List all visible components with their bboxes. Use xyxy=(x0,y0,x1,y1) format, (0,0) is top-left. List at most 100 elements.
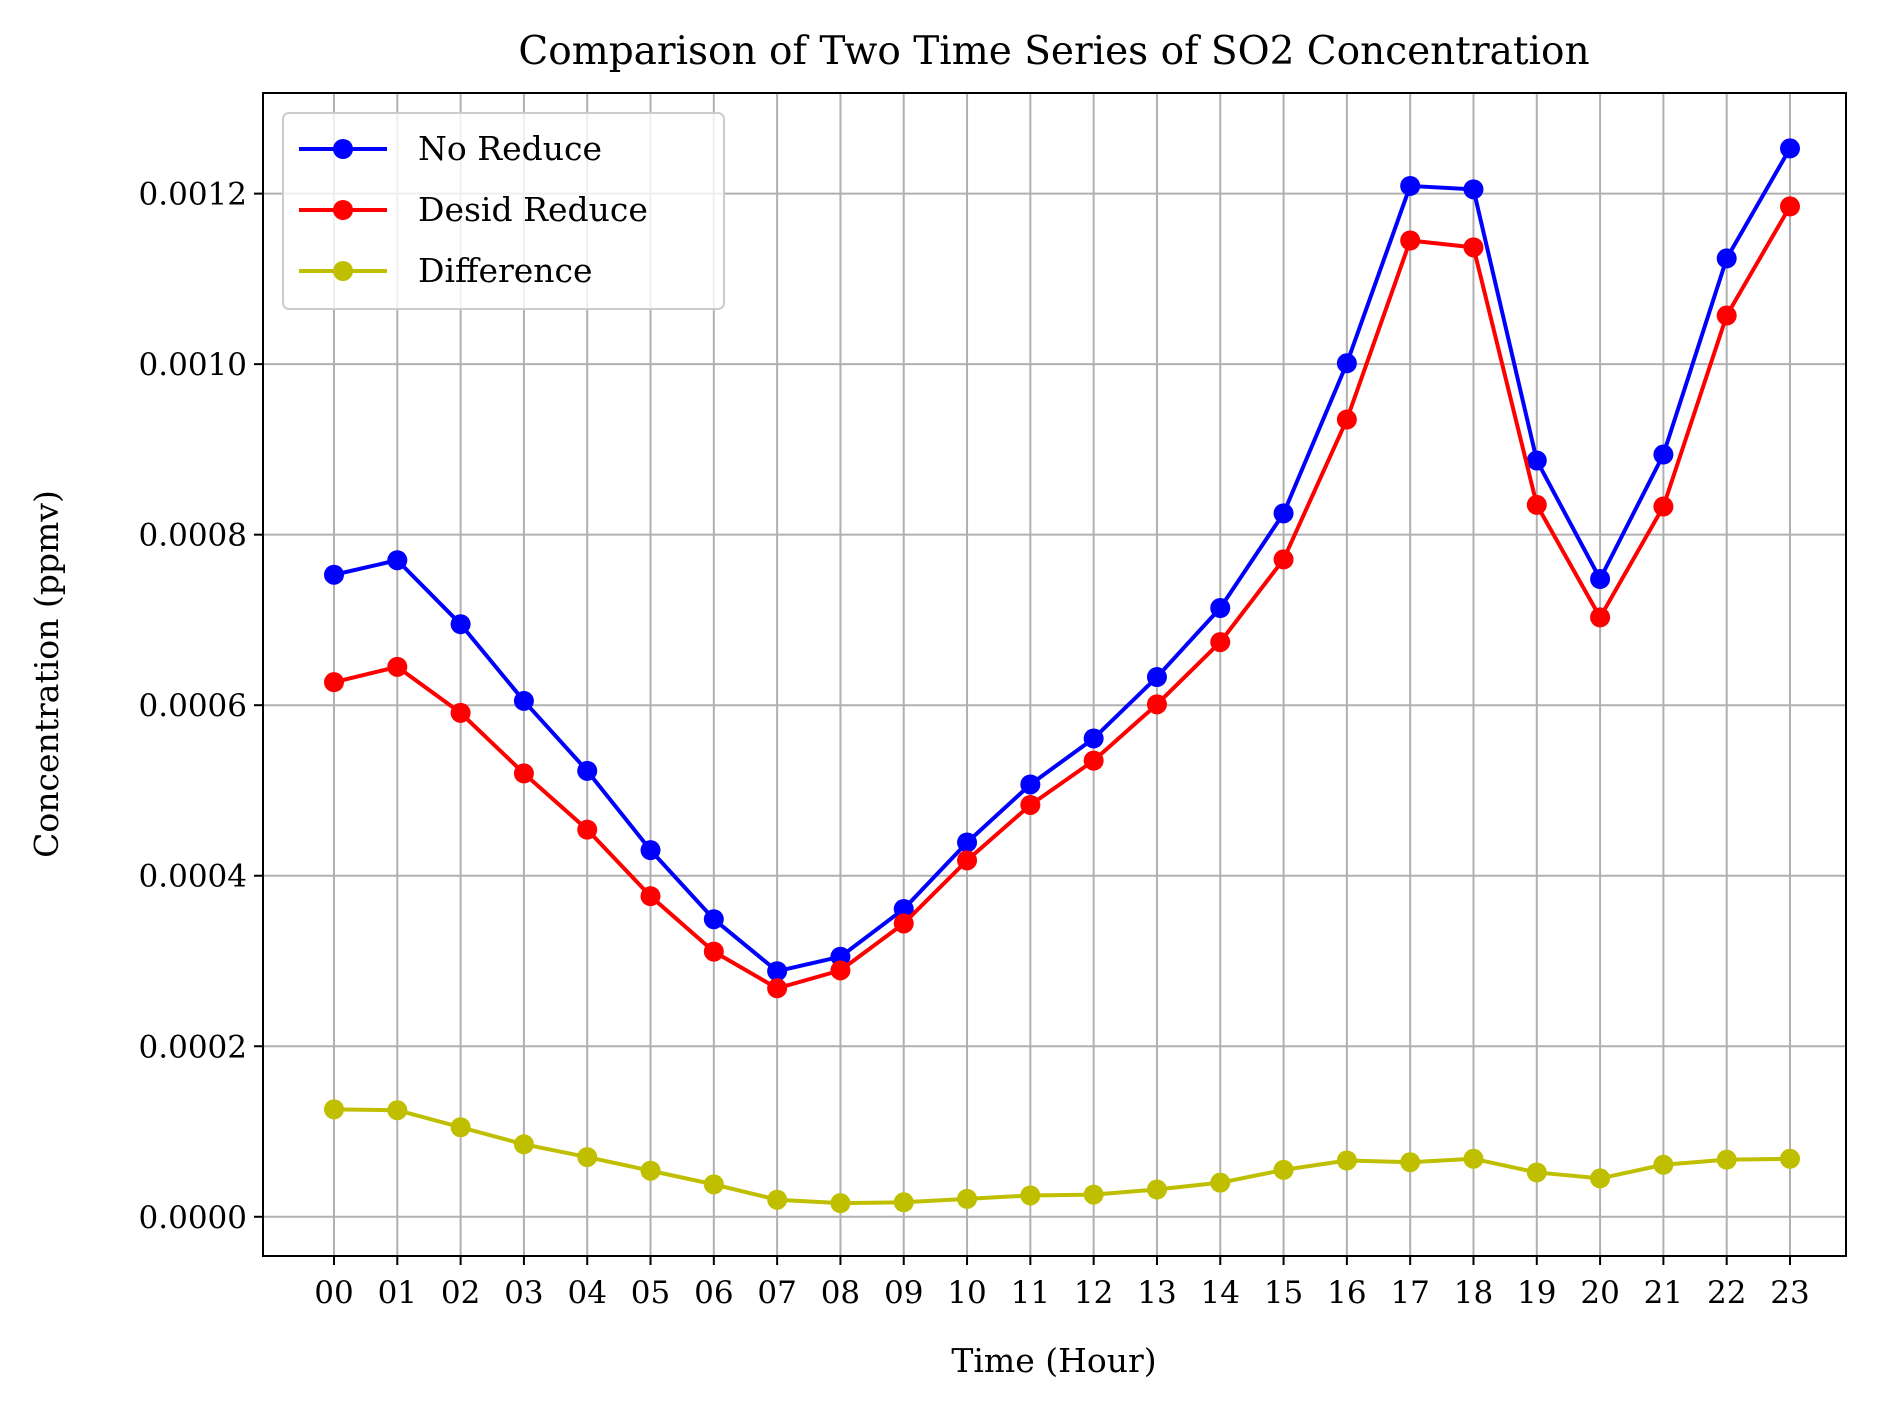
data-point-no-reduce xyxy=(513,690,534,711)
x-tick-label: 18 xyxy=(1454,1275,1493,1311)
x-tick-label: 19 xyxy=(1517,1275,1556,1311)
data-point-no-reduce xyxy=(1083,728,1104,749)
data-point-no-reduce xyxy=(957,832,978,853)
data-point-difference xyxy=(830,1193,851,1214)
data-point-desid-reduce xyxy=(1210,632,1231,653)
y-tick-label: 0.0012 xyxy=(139,177,247,213)
legend-label: Desid Reduce xyxy=(418,190,648,229)
data-point-difference xyxy=(1526,1162,1547,1183)
x-tick-label: 06 xyxy=(694,1275,733,1311)
data-point-no-reduce xyxy=(767,961,788,982)
x-tick-label: 01 xyxy=(378,1275,417,1311)
data-point-difference xyxy=(577,1147,598,1168)
data-point-no-reduce xyxy=(1780,138,1800,159)
series-line-desid-reduce xyxy=(333,205,1792,991)
legend-marker xyxy=(333,139,353,159)
legend-label: Difference xyxy=(418,251,593,290)
data-point-desid-reduce xyxy=(830,960,851,981)
x-tick-label: 16 xyxy=(1327,1275,1366,1311)
x-tick-label: 09 xyxy=(884,1275,923,1311)
x-tick-label: 11 xyxy=(1011,1275,1050,1311)
data-point-desid-reduce xyxy=(1716,305,1737,326)
x-tick-label: 02 xyxy=(441,1275,480,1311)
legend-label: No Reduce xyxy=(418,129,602,168)
data-point-no-reduce xyxy=(1400,175,1421,196)
series-line-no-reduce xyxy=(333,147,1792,974)
y-tick-label: 0.0004 xyxy=(139,859,247,895)
data-point-difference xyxy=(324,1099,344,1120)
x-tick-label: 04 xyxy=(567,1275,606,1311)
data-point-difference xyxy=(703,1174,724,1195)
x-tick-label: 23 xyxy=(1770,1275,1809,1311)
data-point-desid-reduce xyxy=(703,941,724,962)
data-point-desid-reduce xyxy=(513,763,534,784)
legend-entry-difference: Difference xyxy=(299,251,593,290)
x-tick-label: 03 xyxy=(504,1275,543,1311)
data-point-desid-reduce xyxy=(1463,237,1484,258)
data-point-no-reduce xyxy=(1273,503,1294,524)
x-tick-label: 00 xyxy=(314,1275,353,1311)
data-point-desid-reduce xyxy=(957,850,978,871)
y-tick-label: 0.0002 xyxy=(139,1029,247,1065)
data-point-no-reduce xyxy=(324,564,344,585)
legend-marker xyxy=(333,261,353,281)
data-point-desid-reduce xyxy=(1526,494,1547,515)
data-point-difference xyxy=(1083,1184,1104,1205)
data-point-no-reduce xyxy=(1526,450,1547,471)
data-point-difference xyxy=(1463,1148,1484,1169)
data-point-difference xyxy=(957,1188,978,1209)
y-tick-label: 0.0006 xyxy=(139,688,247,724)
data-point-no-reduce xyxy=(703,909,724,930)
data-point-difference xyxy=(1020,1185,1041,1206)
chart-title: Comparison of Two Time Series of SO2 Con… xyxy=(518,29,1589,74)
data-point-no-reduce xyxy=(640,840,661,861)
data-point-no-reduce xyxy=(577,760,598,781)
legend-box xyxy=(282,112,725,310)
data-point-difference xyxy=(1146,1179,1167,1200)
data-point-desid-reduce xyxy=(1273,549,1294,570)
y-tick-label: 0.0010 xyxy=(139,347,247,383)
data-point-no-reduce xyxy=(1463,179,1484,200)
data-point-desid-reduce xyxy=(1590,607,1611,628)
data-point-difference xyxy=(1590,1168,1611,1189)
x-tick-label: 22 xyxy=(1707,1275,1746,1311)
series-line-difference xyxy=(333,1107,1791,1206)
data-point-desid-reduce xyxy=(577,819,598,840)
data-point-no-reduce xyxy=(893,898,914,919)
data-point-no-reduce xyxy=(1146,667,1167,688)
x-tick-label: 17 xyxy=(1390,1275,1429,1311)
data-point-desid-reduce xyxy=(1336,409,1357,430)
data-point-no-reduce xyxy=(1653,444,1674,465)
legend: No Reduce Desid Reduce Difference xyxy=(282,112,725,310)
x-axis-label: Time (Hour) xyxy=(951,1341,1156,1380)
x-tick-label: 20 xyxy=(1580,1275,1619,1311)
data-point-difference xyxy=(1400,1152,1421,1173)
data-point-desid-reduce xyxy=(1780,196,1800,217)
x-tick-label: 12 xyxy=(1074,1275,1113,1311)
data-point-difference xyxy=(513,1134,534,1155)
plot-frame xyxy=(262,92,1847,1257)
x-tick-label: 15 xyxy=(1264,1275,1303,1311)
x-tick-label: 07 xyxy=(757,1275,796,1311)
data-point-desid-reduce xyxy=(1400,230,1421,251)
x-tick-label: 21 xyxy=(1644,1275,1683,1311)
data-point-difference xyxy=(1273,1159,1294,1180)
x-tick-label: 14 xyxy=(1201,1275,1240,1311)
data-point-difference xyxy=(1336,1150,1357,1171)
data-point-difference xyxy=(450,1117,471,1138)
data-point-desid-reduce xyxy=(1146,694,1167,715)
data-point-difference xyxy=(1716,1149,1737,1170)
data-point-no-reduce xyxy=(1716,248,1737,269)
data-point-desid-reduce xyxy=(450,702,471,723)
data-point-desid-reduce xyxy=(893,913,914,934)
data-point-difference xyxy=(893,1192,914,1213)
data-point-difference xyxy=(640,1160,661,1181)
data-point-no-reduce xyxy=(1336,353,1357,374)
data-point-difference xyxy=(1780,1148,1800,1169)
legend-marker xyxy=(333,200,353,220)
x-tick-label: 08 xyxy=(821,1275,860,1311)
data-point-no-reduce xyxy=(450,614,471,635)
data-point-desid-reduce xyxy=(324,672,344,693)
data-point-no-reduce xyxy=(387,550,408,571)
